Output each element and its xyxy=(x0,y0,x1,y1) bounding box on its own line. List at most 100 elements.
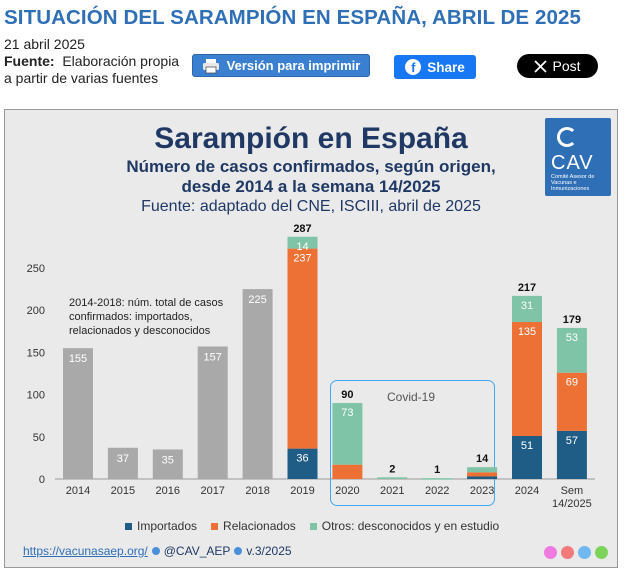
legend-label-importados: Importados xyxy=(137,519,198,533)
bar-gray xyxy=(63,348,93,479)
source-label: Fuente: xyxy=(4,53,55,69)
note-line-3: relacionados y desconocidos xyxy=(69,325,211,337)
bar-data-label: 73 xyxy=(341,407,353,419)
bar-segment-relacionados xyxy=(467,472,498,477)
bar-data-label: 35 xyxy=(162,454,174,466)
x-tick-label: 2020 xyxy=(335,485,359,497)
footer-dot-icon xyxy=(151,547,160,555)
bar-segment-otros xyxy=(512,295,542,323)
x-tick-label: Sem xyxy=(561,485,584,497)
bar-segment-importados xyxy=(467,476,498,479)
bar-segment-otros xyxy=(556,327,587,373)
print-version-label: Versión para imprimir xyxy=(226,58,361,73)
bar-segment-relacionados xyxy=(332,464,363,479)
bar-segment-otros xyxy=(467,467,498,473)
bar-data-label: 155 xyxy=(69,353,87,365)
page-title: SITUACIÓN DEL SARAMPIÓN EN ESPAÑA, ABRIL… xyxy=(4,6,581,29)
bar-data-label: 53 xyxy=(566,332,578,344)
legend-relacionados: Relacionados xyxy=(211,519,296,533)
bar-data-label: 69 xyxy=(566,377,578,389)
bar-data-label: 36 xyxy=(296,453,308,465)
footer-version: v.3/2025 xyxy=(246,544,292,558)
covid-label: Covid-19 xyxy=(387,390,436,404)
legend-swatch-importados xyxy=(125,523,132,531)
bar-gray xyxy=(197,346,228,479)
legend-importados: Importados xyxy=(125,519,197,533)
bar-data-label: 51 xyxy=(521,440,533,452)
bar-data-label: 237 xyxy=(293,253,311,265)
bar-segment-relacionados xyxy=(556,372,587,431)
x-tick-label: 2015 xyxy=(111,485,135,497)
bar-segment-importados xyxy=(287,448,318,479)
y-tick-label: 50 xyxy=(33,432,45,444)
bar-total-label: 2 xyxy=(389,463,395,475)
dot-green-icon xyxy=(595,546,608,559)
legend-label-relacionados: Relacionados xyxy=(223,519,296,533)
bar-data-label: 14 xyxy=(296,241,308,253)
bar-segment-otros xyxy=(422,478,453,480)
x-post-button[interactable]: Post xyxy=(517,54,598,78)
y-tick-label: 100 xyxy=(27,390,45,402)
x-tick-label: 2018 xyxy=(245,485,269,497)
bar-gray xyxy=(152,449,183,479)
chart-footer: https://vacunasaep.org/ @CAV_AEP v.3/202… xyxy=(23,544,292,558)
bar-total-label: 179 xyxy=(563,314,581,326)
bar-data-label: 57 xyxy=(566,435,578,447)
bar-data-label: 31 xyxy=(521,300,533,312)
logo-text: CAV xyxy=(551,152,594,174)
chart-title: Sarampión en España xyxy=(154,122,468,155)
bar-data-label: 37 xyxy=(117,453,129,465)
post-label: Post xyxy=(552,58,581,74)
x-tick-label: 14/2025 xyxy=(552,498,592,510)
bar-chart: 0501001502002502014155201537201635201715… xyxy=(27,223,595,510)
bar-segment-otros xyxy=(332,403,363,465)
bar-data-label: 135 xyxy=(518,326,536,338)
y-tick-label: 0 xyxy=(39,474,45,486)
publish-date: 21 abril 2025 xyxy=(4,36,85,52)
chart-source: Fuente: adaptado del CNE, ISCIII, abril … xyxy=(141,198,481,215)
footer-url-link[interactable]: https://vacunasaep.org/ xyxy=(23,544,148,558)
legend-label-otros: Otros: desconocidos y en estudio xyxy=(321,519,500,533)
legend-swatch-otros xyxy=(309,523,317,531)
footer-dot-icon xyxy=(234,547,243,555)
source-line2: a partir de varias fuentes xyxy=(4,70,159,86)
legend-swatch-relacionados xyxy=(211,523,219,531)
bar-total-label: 14 xyxy=(476,453,489,465)
chart-subtitle-line2: desde 2014 a la semana 14/2025 xyxy=(181,177,441,196)
bar-segment-relacionados xyxy=(287,248,318,449)
bar-segment-otros xyxy=(377,477,408,479)
logo-ring-icon xyxy=(557,127,577,147)
bar-total-label: 90 xyxy=(341,389,353,401)
chart-panel: Sarampión en España Número de casos conf… xyxy=(4,109,618,568)
bar-total-label: 287 xyxy=(293,223,311,235)
facebook-share-button[interactable]: f Share xyxy=(394,55,476,79)
x-logo-icon xyxy=(534,59,548,73)
x-tick-label: 2021 xyxy=(380,485,404,497)
note-line-2: confirmados: importados, xyxy=(69,311,193,323)
cav-logo: CAV Comité Asesor de Vacunas e Inmunizac… xyxy=(545,118,611,196)
x-tick-label: 2016 xyxy=(156,485,180,497)
note-line-1: 2014-2018: núm. total de casos xyxy=(69,297,224,309)
bar-gray xyxy=(242,289,273,479)
dot-pink-icon xyxy=(544,546,557,559)
facebook-icon: f xyxy=(405,59,422,75)
print-version-button[interactable]: Versión para imprimir xyxy=(192,54,370,77)
y-tick-label: 250 xyxy=(27,263,45,275)
bar-segment-importados xyxy=(512,435,542,479)
chart-note: 2014-2018: núm. total de casos confirmad… xyxy=(69,296,223,338)
chart-subtitle: Número de casos confirmados, según orige… xyxy=(5,157,617,197)
y-tick-label: 200 xyxy=(27,305,45,317)
source-line1: Elaboración propia xyxy=(62,53,180,69)
printer-icon xyxy=(202,58,219,73)
chart-legend: Importados Relacionados Otros: desconoci… xyxy=(125,519,499,533)
dot-red-icon xyxy=(561,546,574,559)
x-tick-label: 2017 xyxy=(200,485,224,497)
logo-subtext: Comité Asesor de Vacunas e Inmunizacione… xyxy=(551,174,595,192)
bar-data-label: 225 xyxy=(248,294,266,306)
dot-blue-icon xyxy=(578,546,591,559)
bar-segment-otros xyxy=(287,236,318,249)
share-label: Share xyxy=(427,59,465,75)
bar-data-label: 157 xyxy=(204,351,222,363)
chart-subtitle-line1: Número de casos confirmados, según orige… xyxy=(126,157,496,176)
bar-gray xyxy=(107,447,138,479)
